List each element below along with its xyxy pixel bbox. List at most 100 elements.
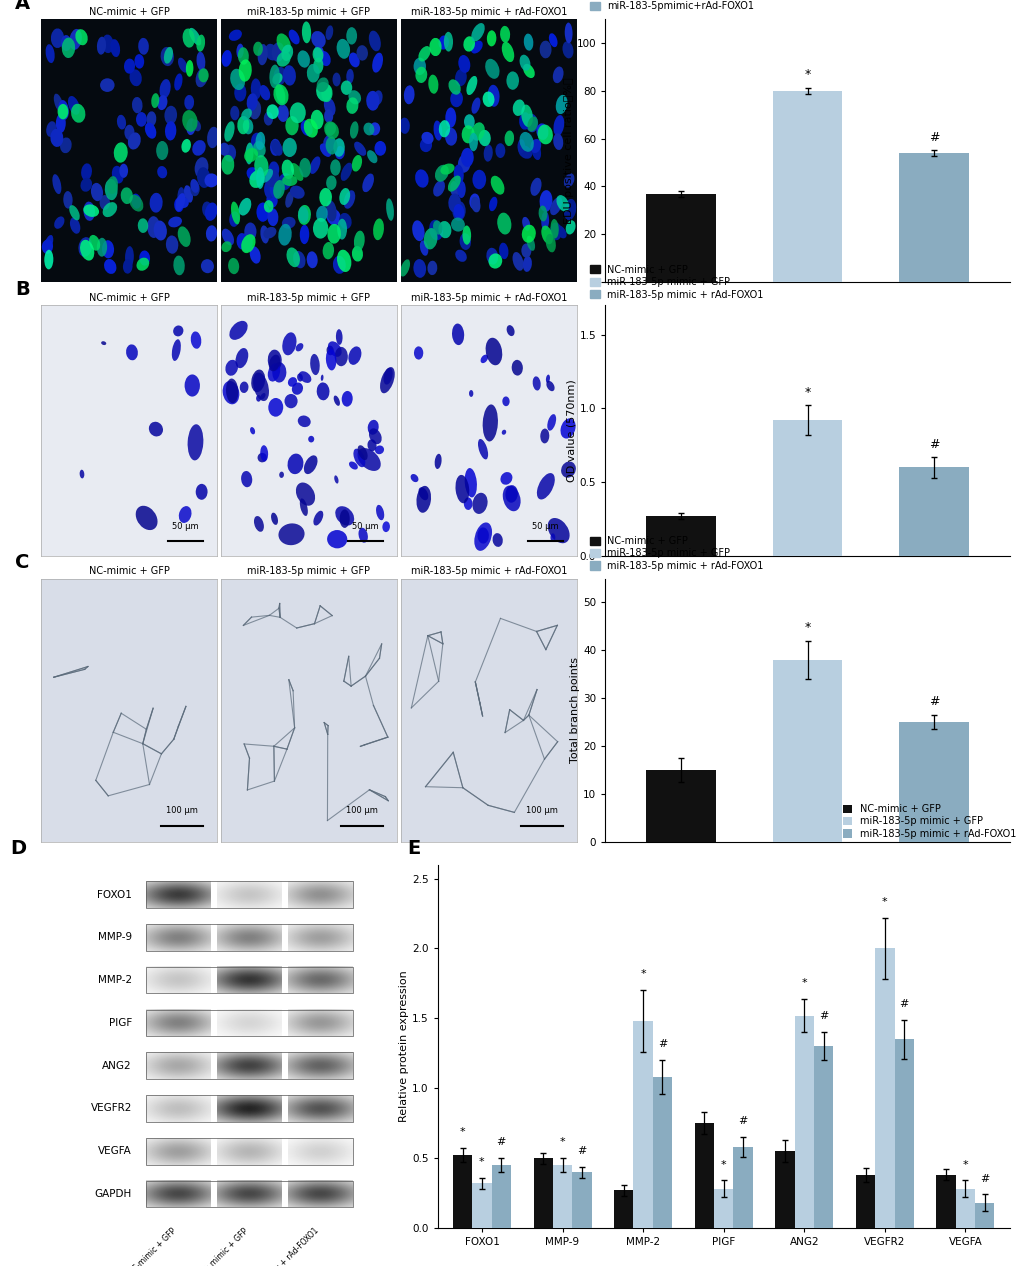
Ellipse shape	[238, 197, 251, 215]
Bar	[552, 1165, 572, 1228]
Text: #: #	[818, 1012, 827, 1022]
Ellipse shape	[316, 205, 327, 222]
Bar	[646, 515, 715, 556]
Ellipse shape	[333, 395, 339, 406]
Bar	[146, 1095, 353, 1122]
Bar	[899, 467, 968, 556]
Ellipse shape	[332, 72, 340, 86]
Ellipse shape	[101, 342, 106, 346]
Ellipse shape	[173, 325, 183, 337]
Ellipse shape	[124, 125, 135, 141]
Ellipse shape	[478, 130, 490, 146]
Ellipse shape	[525, 114, 538, 132]
Ellipse shape	[367, 151, 377, 163]
Y-axis label: Total branch points: Total branch points	[570, 657, 580, 763]
Ellipse shape	[434, 453, 441, 468]
Ellipse shape	[54, 94, 63, 113]
Ellipse shape	[320, 143, 331, 157]
Text: *: *	[460, 1128, 465, 1137]
Ellipse shape	[460, 233, 471, 249]
Ellipse shape	[126, 344, 138, 361]
Ellipse shape	[140, 251, 150, 266]
Text: MMP-9: MMP-9	[98, 933, 131, 942]
Text: MMP-2: MMP-2	[98, 975, 131, 985]
Bar	[794, 1015, 813, 1228]
Ellipse shape	[224, 122, 234, 142]
Ellipse shape	[350, 122, 358, 139]
Ellipse shape	[463, 37, 475, 52]
Ellipse shape	[157, 95, 167, 110]
Ellipse shape	[412, 220, 424, 241]
Ellipse shape	[178, 506, 192, 523]
Ellipse shape	[380, 367, 394, 394]
Bar	[146, 967, 353, 994]
Ellipse shape	[414, 347, 423, 360]
Bar	[894, 1039, 913, 1228]
Ellipse shape	[82, 163, 92, 180]
Ellipse shape	[526, 235, 535, 251]
Ellipse shape	[308, 436, 314, 442]
Ellipse shape	[559, 418, 575, 438]
Ellipse shape	[230, 68, 245, 90]
Ellipse shape	[300, 499, 308, 517]
Ellipse shape	[495, 143, 504, 158]
Ellipse shape	[443, 32, 452, 52]
Ellipse shape	[352, 154, 362, 172]
Text: *: *	[801, 977, 806, 987]
Ellipse shape	[147, 216, 160, 238]
Ellipse shape	[369, 30, 380, 52]
Ellipse shape	[461, 148, 473, 167]
Ellipse shape	[445, 108, 455, 128]
Ellipse shape	[428, 75, 438, 94]
Ellipse shape	[372, 53, 383, 72]
Ellipse shape	[251, 78, 261, 100]
Ellipse shape	[502, 486, 520, 511]
Ellipse shape	[560, 462, 576, 477]
Text: #: #	[927, 130, 938, 143]
Ellipse shape	[256, 132, 265, 151]
Ellipse shape	[298, 206, 308, 223]
Ellipse shape	[487, 85, 499, 106]
Ellipse shape	[251, 370, 265, 392]
Ellipse shape	[358, 446, 367, 460]
Ellipse shape	[201, 260, 214, 273]
Ellipse shape	[196, 68, 208, 87]
Ellipse shape	[184, 95, 194, 110]
Ellipse shape	[440, 163, 454, 175]
Ellipse shape	[343, 190, 355, 209]
Ellipse shape	[221, 154, 234, 175]
Ellipse shape	[471, 41, 482, 53]
Ellipse shape	[363, 123, 374, 135]
Ellipse shape	[499, 25, 510, 43]
Ellipse shape	[247, 167, 259, 181]
Ellipse shape	[327, 342, 341, 357]
Bar	[772, 91, 842, 282]
Ellipse shape	[454, 249, 467, 262]
Ellipse shape	[268, 398, 283, 417]
Ellipse shape	[276, 89, 284, 106]
Title: NC-mimic + GFP: NC-mimic + GFP	[89, 6, 169, 16]
Ellipse shape	[383, 367, 392, 385]
Ellipse shape	[174, 197, 183, 213]
Ellipse shape	[268, 363, 280, 381]
Ellipse shape	[322, 242, 334, 260]
Ellipse shape	[555, 95, 567, 114]
Bar	[533, 1158, 552, 1228]
Ellipse shape	[156, 141, 168, 160]
Ellipse shape	[102, 241, 114, 258]
Text: FOXO1: FOXO1	[97, 890, 131, 900]
Title: miR-183-5p mimic + GFP: miR-183-5p mimic + GFP	[248, 292, 370, 303]
Ellipse shape	[174, 73, 182, 91]
Ellipse shape	[488, 253, 501, 268]
Ellipse shape	[462, 225, 471, 244]
Ellipse shape	[246, 143, 254, 165]
Ellipse shape	[221, 242, 231, 252]
Ellipse shape	[269, 181, 281, 199]
Ellipse shape	[536, 473, 554, 500]
Text: #: #	[496, 1137, 505, 1147]
Ellipse shape	[500, 472, 512, 485]
Ellipse shape	[354, 142, 366, 156]
Ellipse shape	[313, 510, 323, 525]
Bar	[146, 881, 353, 908]
Ellipse shape	[552, 66, 564, 84]
